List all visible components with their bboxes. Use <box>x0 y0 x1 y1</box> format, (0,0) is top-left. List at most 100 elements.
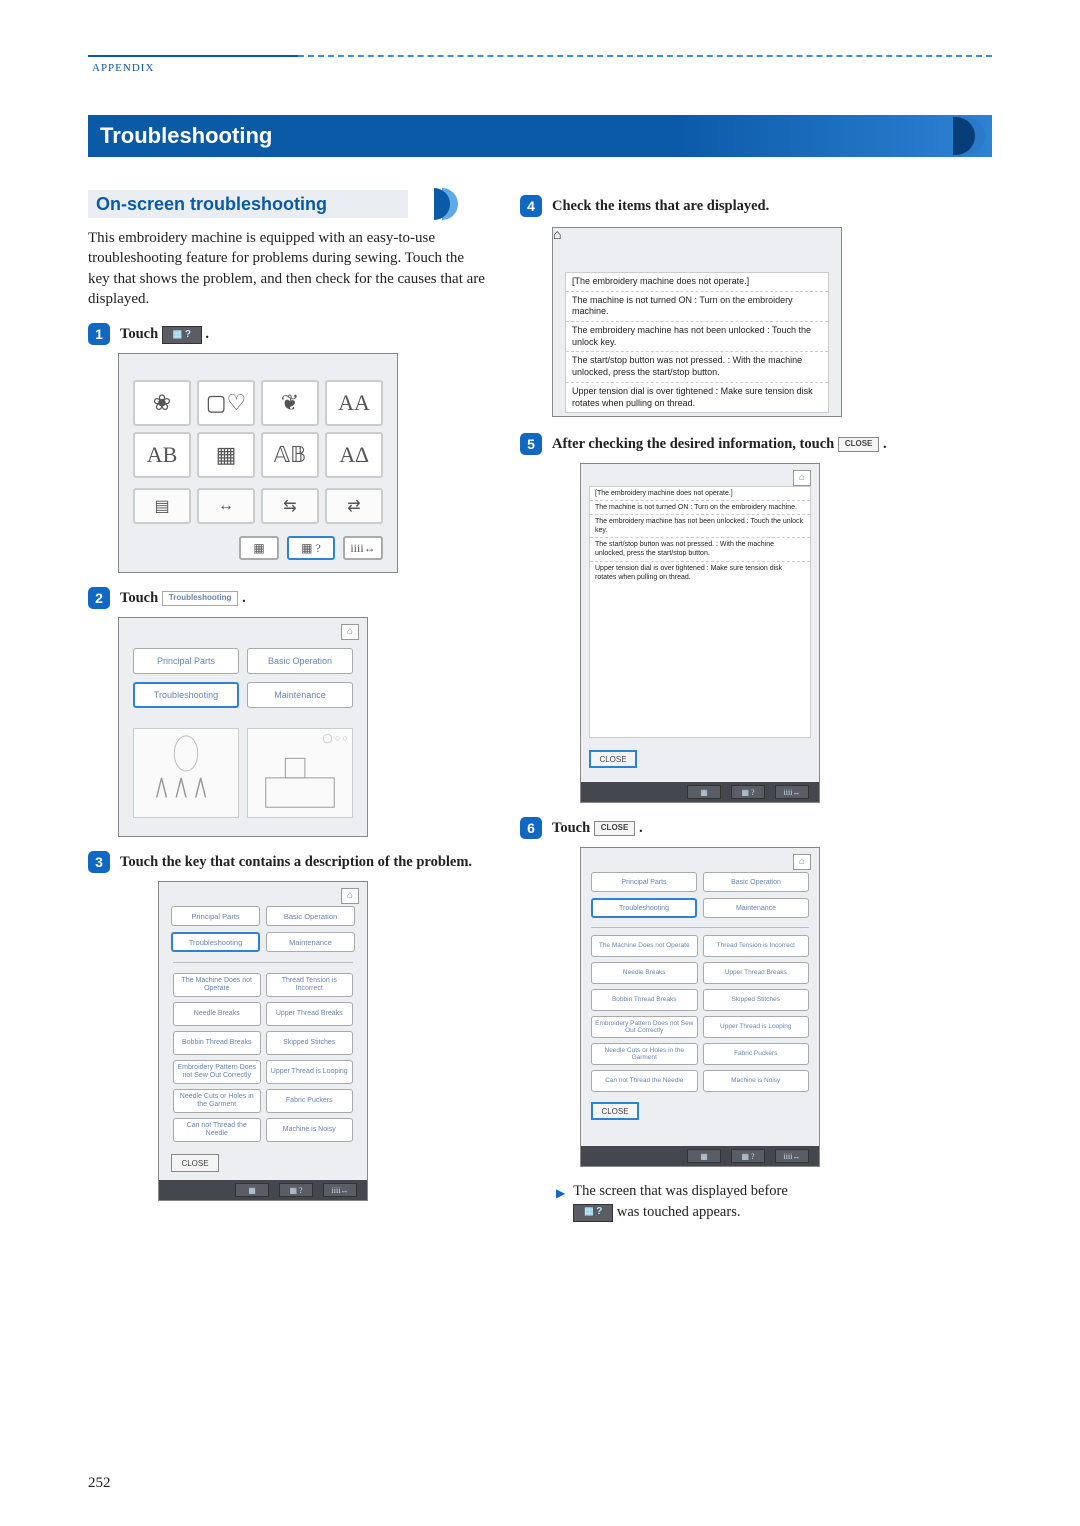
footer-btn[interactable]: iiii↔ <box>323 1183 357 1197</box>
nav-cell[interactable]: ⇆ <box>261 488 319 524</box>
pattern-cell[interactable]: AB <box>133 432 191 478</box>
home-icon[interactable]: ⌂ <box>553 228 841 244</box>
step-number: 1 <box>88 323 110 345</box>
step-6-text: Touch CLOSE . <box>552 817 643 838</box>
pattern-cell[interactable]: AA <box>325 380 383 426</box>
pattern-cell[interactable]: ❀ <box>133 380 191 426</box>
footer-btn[interactable]: iiii↔ <box>775 785 809 799</box>
menu-basic-operation[interactable]: Basic Operation <box>247 648 353 674</box>
close-button-highlighted[interactable]: CLOSE <box>589 750 637 768</box>
close-button[interactable]: CLOSE <box>171 1154 219 1172</box>
footer-cell[interactable]: ▦ <box>239 536 279 560</box>
problem-btn[interactable]: Upper Thread is Looping <box>266 1060 354 1084</box>
close-button-highlighted[interactable]: CLOSE <box>591 1102 639 1120</box>
problem-btn[interactable]: Needle Cuts or Holes in the Garment <box>173 1089 261 1113</box>
problem-btn[interactable]: Needle Breaks <box>173 1002 261 1026</box>
step-3-text: Touch the key that contains a descriptio… <box>120 851 472 872</box>
step-3: 3 Touch the key that contains a descript… <box>88 851 488 873</box>
problem-btn[interactable]: Upper Thread Breaks <box>703 962 810 984</box>
menu-troubleshooting[interactable]: Troubleshooting <box>591 898 697 918</box>
footer-help-btn[interactable]: ▦ ? <box>731 785 765 799</box>
step-5: 5 After checking the desired information… <box>520 433 990 455</box>
left-column: On-screen troubleshooting This embroider… <box>88 190 488 1215</box>
step-2-label: Touch <box>120 590 158 606</box>
problem-btn[interactable]: Thread Tension is Incorrect <box>266 973 354 997</box>
pattern-cell[interactable]: A∆ <box>325 432 383 478</box>
info-row: Upper tension dial is over tightened : M… <box>566 383 828 412</box>
troubleshooting-button[interactable]: Troubleshooting <box>162 591 239 606</box>
tab-decoration <box>936 115 992 157</box>
subsection-decoration <box>434 188 450 220</box>
problem-btn[interactable]: Can not Thread the Needle <box>591 1070 698 1092</box>
menu-principal-parts[interactable]: Principal Parts <box>133 648 239 674</box>
problem-btn[interactable]: The Machine Does not Operate <box>591 935 698 957</box>
pattern-cell[interactable]: 𝔸𝔹 <box>261 432 319 478</box>
info-row: The machine is not turned ON : Turn on t… <box>566 292 828 322</box>
problem-btn[interactable]: Skipped Stitches <box>703 989 810 1011</box>
menu-maintenance[interactable]: Maintenance <box>266 932 355 952</box>
section-title: Troubleshooting <box>100 123 272 149</box>
step-6-label: Touch <box>552 820 590 836</box>
footer-cell[interactable]: iiii↔ <box>343 536 383 560</box>
info-row: The embroidery machine has not been unlo… <box>590 515 810 538</box>
nav-cell[interactable]: ⇄ <box>325 488 383 524</box>
close-button-inline[interactable]: CLOSE <box>594 821 636 836</box>
close-button-inline[interactable]: CLOSE <box>838 437 880 452</box>
help-icon-button[interactable]: ▦ ? <box>573 1204 613 1222</box>
header-rule <box>88 55 992 75</box>
footer-help-btn[interactable]: ▦ ? <box>731 1149 765 1163</box>
info-row: Upper tension dial is over tightened : M… <box>590 562 810 584</box>
step-4-text: Check the items that are displayed. <box>552 195 769 216</box>
nav-cell[interactable]: ↔ <box>197 488 255 524</box>
home-icon[interactable]: ⌂ <box>341 888 359 904</box>
step-5-text: After checking the desired information, … <box>552 433 887 454</box>
problem-btn[interactable]: Machine is Noisy <box>703 1070 810 1092</box>
problem-btn[interactable]: Machine is Noisy <box>266 1118 354 1142</box>
help-button-highlighted[interactable]: ▦ ? <box>287 536 335 560</box>
footer-help-btn[interactable]: ▦ ? <box>279 1183 313 1197</box>
menu-basic-operation[interactable]: Basic Operation <box>266 906 355 926</box>
step-2: 2 Touch Troubleshooting . <box>88 587 488 609</box>
footer-btn[interactable]: ▦ <box>235 1183 269 1197</box>
problem-btn[interactable]: Thread Tension is Incorrect <box>703 935 810 957</box>
screen-items-displayed: ⌂ [The embroidery machine does not opera… <box>552 227 842 417</box>
footer-btn[interactable]: ▦ <box>687 785 721 799</box>
menu-troubleshooting[interactable]: Troubleshooting <box>133 682 239 708</box>
problem-btn[interactable]: Embroidery Pattern Does not Sew Out Corr… <box>173 1060 261 1084</box>
home-icon[interactable]: ⌂ <box>793 854 811 870</box>
nav-cell[interactable]: ▤ <box>133 488 191 524</box>
footer-btn[interactable]: ▦ <box>687 1149 721 1163</box>
problem-btn[interactable]: Can not Thread the Needle <box>173 1118 261 1142</box>
problem-btn[interactable]: Needle Cuts or Holes in the Garment <box>591 1043 698 1065</box>
pattern-cell[interactable]: ▢♡ <box>197 380 255 426</box>
menu-troubleshooting[interactable]: Troubleshooting <box>171 932 260 952</box>
menu-principal-parts[interactable]: Principal Parts <box>171 906 260 926</box>
problem-btn[interactable]: Fabric Puckers <box>266 1089 354 1113</box>
footer-btn[interactable]: iiii↔ <box>775 1149 809 1163</box>
problem-btn[interactable]: Fabric Puckers <box>703 1043 810 1065</box>
problem-btn[interactable]: Bobbin Thread Breaks <box>591 989 698 1011</box>
period: . <box>242 590 246 606</box>
menu-basic-operation[interactable]: Basic Operation <box>703 872 809 892</box>
problem-btn[interactable]: Bobbin Thread Breaks <box>173 1031 261 1055</box>
screen-troubleshooting-list: ⌂ Principal Parts Basic Operation Troubl… <box>158 881 368 1201</box>
step-number: 2 <box>88 587 110 609</box>
problem-btn[interactable]: Embroidery Pattern Does not Sew Out Corr… <box>591 1016 698 1038</box>
menu-principal-parts[interactable]: Principal Parts <box>591 872 697 892</box>
step-5-label: After checking the desired information, … <box>552 436 834 452</box>
problem-btn[interactable]: Skipped Stitches <box>266 1031 354 1055</box>
help-icon-button[interactable]: ▦ ? <box>162 326 202 344</box>
pattern-cell[interactable]: ❦ <box>261 380 319 426</box>
pattern-cell[interactable]: ▦ <box>197 432 255 478</box>
problem-btn[interactable]: Upper Thread is Looping <box>703 1016 810 1038</box>
problem-btn[interactable]: Needle Breaks <box>591 962 698 984</box>
subsection-bar: On-screen troubleshooting <box>88 190 408 218</box>
menu-maintenance[interactable]: Maintenance <box>703 898 809 918</box>
menu-maintenance[interactable]: Maintenance <box>247 682 353 708</box>
step-1-label: Touch <box>120 326 158 342</box>
home-icon[interactable]: ⌂ <box>341 624 359 640</box>
screen-footer: ▦ ▦ ? iiii↔ <box>581 1146 819 1166</box>
problem-btn[interactable]: Upper Thread Breaks <box>266 1002 354 1026</box>
problem-btn[interactable]: The Machine Does not Operate <box>173 973 261 997</box>
home-icon[interactable]: ⌂ <box>793 470 811 486</box>
